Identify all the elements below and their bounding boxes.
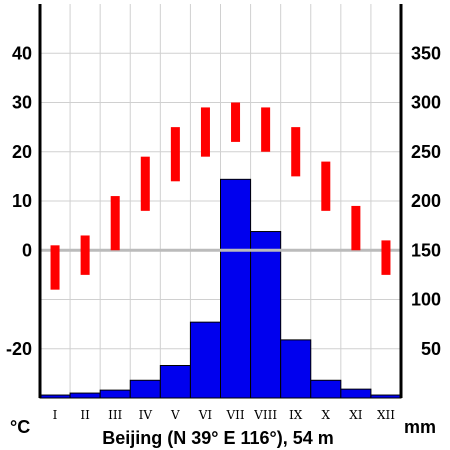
temp-range-IV [140,156,150,211]
left-axis-tick-labels: -20 0 10 20 30 40 [6,43,32,359]
month-labels: I II III IV V VI VII VIII IX X XI XII [53,408,396,422]
temp-range-V [170,127,180,182]
right-axis-tick-labels: 50 100 150 200 250 300 350 [411,43,441,359]
right-tick-label: 350 [411,43,441,63]
temp-range-X [321,161,331,211]
right-tick-label: 150 [411,240,441,260]
right-tick-label: 50 [421,339,441,359]
month-label-II: II [80,408,90,422]
temperature-range-bars [50,102,391,290]
left-axis-unit: °C [10,417,30,437]
temp-range-VIII [261,107,271,152]
precip-bar-X [310,379,342,399]
left-tick-label: -20 [6,339,32,359]
precip-bar-VIII [250,231,282,399]
right-tick-label: 250 [411,142,441,162]
temp-range-XI [351,205,361,251]
chart-title: Beijing (N 39° E 116°), 54 m [102,428,334,448]
precip-bar-II [69,392,101,399]
right-tick-label: 100 [411,290,441,310]
temp-range-VII [231,102,241,142]
month-label-I: I [53,408,58,422]
month-label-V: V [170,408,180,422]
temp-range-XII [381,240,391,275]
temp-range-VI [200,107,210,157]
month-label-IX: IX [289,408,303,422]
precip-bar-IV [129,379,161,399]
precip-bar-VII [220,178,252,399]
precip-bar-V [159,364,191,399]
precip-bar-IX [280,339,312,399]
precipitation-bars [39,178,402,399]
right-axis-unit: mm [404,417,436,437]
axes [38,4,403,399]
month-label-VI: VI [198,408,213,422]
month-label-III: III [108,408,122,422]
left-tick-label: 40 [12,43,32,63]
month-label-XI: XI [349,408,363,422]
right-tick-label: 200 [411,191,441,211]
left-tick-label: 10 [12,191,32,211]
left-tick-label: 20 [12,142,32,162]
precip-bar-XI [340,388,372,399]
month-label-VIII: VIII [253,408,277,422]
month-label-VII: VII [225,408,244,422]
left-tick-label: 30 [12,93,32,113]
precip-bar-VI [189,321,222,399]
precip-bar-III [99,389,131,399]
temp-range-I [50,245,60,290]
right-tick-label: 300 [411,93,441,113]
month-label-IV: IV [139,408,153,422]
temp-range-IX [291,127,301,177]
month-label-X: X [322,408,331,422]
left-tick-label: 0 [22,240,32,260]
month-label-XII: XII [377,408,395,422]
temp-range-III [110,196,120,251]
temp-range-II [80,235,90,275]
